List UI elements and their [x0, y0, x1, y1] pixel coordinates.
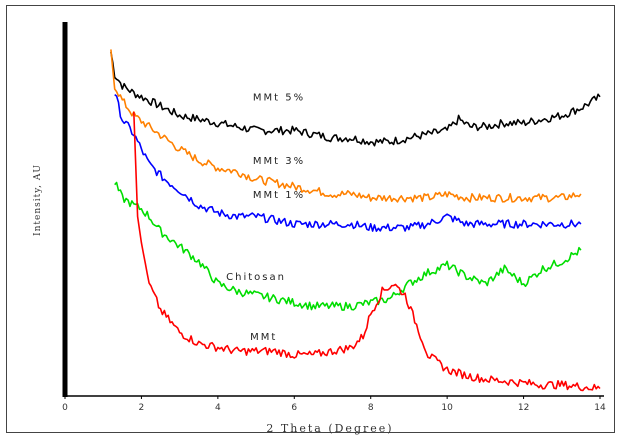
series-layer	[110, 49, 601, 392]
series-line-mmt	[133, 111, 601, 392]
x-tick-label: 14	[594, 403, 606, 413]
x-axis-title: 2 Theta (Degree)	[266, 422, 393, 435]
x-tick-label: 4	[215, 403, 221, 413]
chart-frame	[6, 5, 615, 433]
series-line-chitosan	[114, 181, 582, 311]
x-tick-label: 0	[62, 403, 68, 413]
y-axis-title: Intensity, AU	[33, 164, 43, 236]
series-label-mmt-5-: MMt 5%	[253, 93, 305, 104]
series-label-mmt-1-: MMt 1%	[253, 190, 305, 201]
series-line-mmt-5-	[110, 51, 601, 147]
x-tick-label: 12	[518, 403, 529, 413]
series-label-mmt-3-: MMt 3%	[253, 156, 305, 167]
series-label-chitosan: Chitosan	[226, 272, 286, 283]
x-tick-label: 2	[139, 403, 145, 413]
x-tick-label: 6	[291, 403, 297, 413]
series-line-mmt-3-	[110, 49, 582, 203]
x-tick-label: 8	[368, 403, 374, 413]
x-tick-label: 10	[441, 403, 453, 413]
series-labels: MMt 5% MMt 3% MMt 1% Chitosan MMt	[226, 93, 305, 343]
x-ticks: 0 2 4 6 8 10 12 14	[62, 396, 606, 413]
series-label-mmt: MMt	[250, 332, 277, 343]
series-line-mmt-1-	[114, 93, 582, 232]
